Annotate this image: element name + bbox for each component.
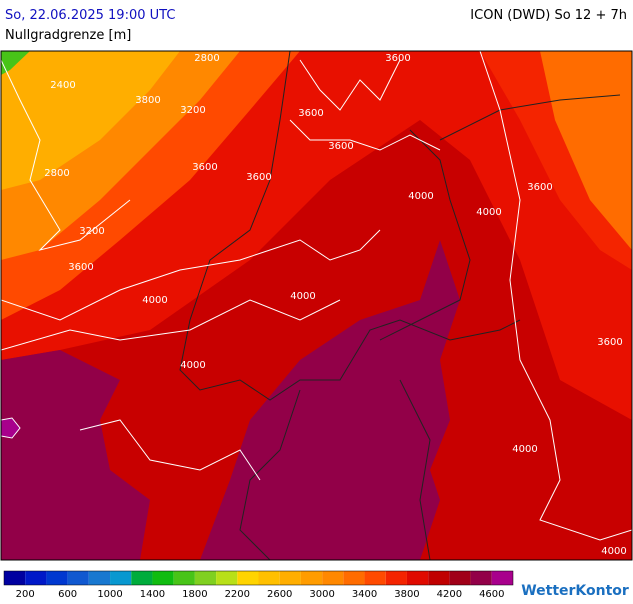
colorbar-label: 3800 <box>394 589 419 600</box>
map-title: Nullgradgrenze [m] <box>5 28 131 43</box>
contour-label: 2800 <box>44 168 69 179</box>
color-swatch <box>258 571 280 585</box>
contour-label: 4000 <box>601 546 626 557</box>
color-swatch <box>470 571 492 585</box>
contour-label: 3600 <box>385 53 410 64</box>
colorbar-label: 1400 <box>140 589 165 600</box>
contour-label: 3600 <box>192 162 217 173</box>
contour-label: 3200 <box>79 226 104 237</box>
colorbar-label: 1000 <box>97 589 122 600</box>
color-swatch <box>322 571 344 585</box>
contour-label: 3600 <box>527 182 552 193</box>
contour-label: 4000 <box>408 191 433 202</box>
color-swatch <box>152 571 174 585</box>
model: ICON (DWD) So 12 + 7h <box>470 8 627 23</box>
color-swatch <box>449 571 471 585</box>
contour-label: 3200 <box>180 105 205 116</box>
contour-label: 4000 <box>512 444 537 455</box>
color-swatch <box>364 571 386 585</box>
map: 2800 2400 3800 3200 2800 3600 3600 3600 … <box>0 50 633 561</box>
color-swatch <box>25 571 47 585</box>
color-swatch <box>4 571 26 585</box>
color-swatch <box>428 571 450 585</box>
colorbar-label: 3000 <box>309 589 334 600</box>
contour-label: 3800 <box>135 95 160 106</box>
contour-label: 3600 <box>246 172 271 183</box>
colorbar-label: 2600 <box>267 589 292 600</box>
color-swatch <box>110 571 132 585</box>
colorbar-label: 3400 <box>352 589 377 600</box>
color-swatch <box>343 571 365 585</box>
contour-label: 4000 <box>142 295 167 306</box>
colorbar-label: 4600 <box>479 589 504 600</box>
contour-label: 2400 <box>50 80 75 91</box>
colorbar-label: 4200 <box>437 589 462 600</box>
logo: WetterKontor <box>521 583 629 599</box>
colorbar-label: 2200 <box>225 589 250 600</box>
contour-label: 4000 <box>290 291 315 302</box>
colorbar-label: 600 <box>58 589 77 600</box>
color-swatch <box>300 571 323 585</box>
colorbar-label: 200 <box>16 589 35 600</box>
color-swatch <box>237 571 259 585</box>
color-swatch <box>46 571 68 585</box>
color-swatch <box>279 571 301 585</box>
contour-label: 4000 <box>476 207 501 218</box>
colorbar-frame <box>3 570 514 586</box>
color-swatch <box>194 571 217 585</box>
color-swatch <box>173 571 195 585</box>
color-swatch <box>67 571 89 585</box>
color-swatch <box>216 571 238 585</box>
contour-label: 4000 <box>180 360 205 371</box>
color-swatch <box>385 571 407 585</box>
contour-label: 2800 <box>194 53 219 64</box>
datetime: So, 22.06.2025 19:00 UTC <box>5 8 175 23</box>
contour-label: 3600 <box>328 141 353 152</box>
color-swatch <box>406 571 429 585</box>
contour-label: 3600 <box>298 108 323 119</box>
contour-label: 3600 <box>68 262 93 273</box>
color-swatch <box>88 571 111 585</box>
contour-label: 3600 <box>597 337 622 348</box>
color-swatch <box>491 571 513 585</box>
colorbar: 200 600 1000 1400 1800 2200 2600 3000 3400 3800 42… <box>3 570 514 600</box>
colorbar-label: 1800 <box>182 589 207 600</box>
color-swatch <box>131 571 153 585</box>
